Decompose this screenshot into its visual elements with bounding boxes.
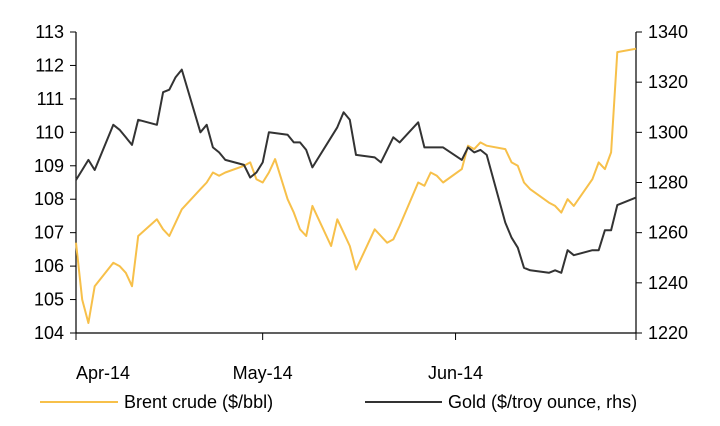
left-tick-label: 113 [35, 22, 64, 42]
right-tick-label: 1320 [648, 72, 688, 92]
left-tick-label: 106 [34, 256, 64, 276]
right-tick-label: 1260 [648, 223, 688, 243]
x-tick-label: Jun-14 [428, 363, 483, 383]
legend-label: Gold ($/troy ounce, rhs) [448, 392, 637, 412]
left-tick-label: 104 [34, 323, 64, 343]
right-tick-label: 1340 [648, 22, 688, 42]
left-tick-label: 112 [35, 55, 64, 75]
legend-label: Brent crude ($/bbl) [124, 392, 273, 412]
left-tick-label: 109 [34, 156, 64, 176]
right-tick-label: 1220 [648, 323, 688, 343]
right-tick-label: 1300 [648, 122, 688, 142]
right-tick-label: 1240 [648, 273, 688, 293]
left-tick-label: 110 [35, 122, 64, 142]
left-tick-label: 105 [34, 290, 64, 310]
left-tick-label: 107 [34, 223, 64, 243]
brent-crude-line [75, 47, 637, 324]
x-tick-label: Apr-14 [76, 363, 130, 383]
right-tick-label: 1280 [648, 173, 688, 193]
x-tick-label: May-14 [233, 363, 293, 383]
gold-line [75, 68, 637, 274]
left-tick-label: 108 [34, 189, 64, 209]
left-tick-label: 111 [37, 89, 64, 109]
